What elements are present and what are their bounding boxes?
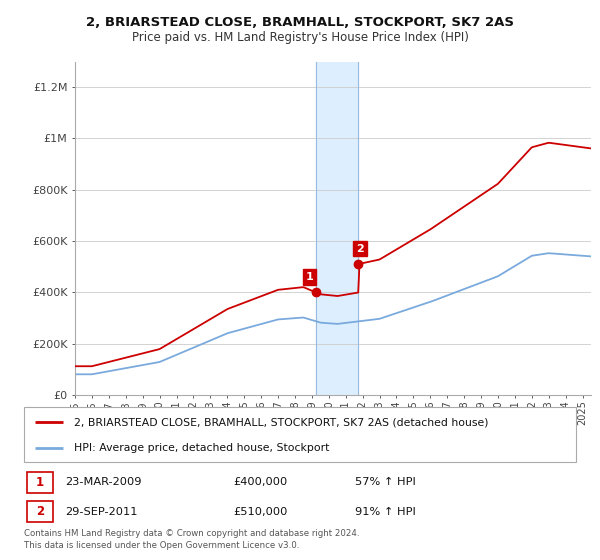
Text: 1: 1 [306,272,314,282]
Text: 57% ↑ HPI: 57% ↑ HPI [355,478,416,487]
Text: 2, BRIARSTEAD CLOSE, BRAMHALL, STOCKPORT, SK7 2AS: 2, BRIARSTEAD CLOSE, BRAMHALL, STOCKPORT… [86,16,514,29]
Text: HPI: Average price, detached house, Stockport: HPI: Average price, detached house, Stoc… [74,444,329,453]
Text: £510,000: £510,000 [234,507,288,516]
Text: 2: 2 [36,505,44,518]
Text: £400,000: £400,000 [234,478,288,487]
Bar [27,472,53,493]
Text: Price paid vs. HM Land Registry's House Price Index (HPI): Price paid vs. HM Land Registry's House … [131,31,469,44]
Bar [27,501,53,522]
Text: 2: 2 [356,244,364,254]
Text: 91% ↑ HPI: 91% ↑ HPI [355,507,416,516]
Bar [316,62,358,395]
Text: 1: 1 [36,476,44,489]
Text: 29-SEP-2011: 29-SEP-2011 [65,507,138,516]
Text: Contains HM Land Registry data © Crown copyright and database right 2024.
This d: Contains HM Land Registry data © Crown c… [24,529,359,550]
Text: 23-MAR-2009: 23-MAR-2009 [65,478,142,487]
Text: 2, BRIARSTEAD CLOSE, BRAMHALL, STOCKPORT, SK7 2AS (detached house): 2, BRIARSTEAD CLOSE, BRAMHALL, STOCKPORT… [74,418,488,427]
